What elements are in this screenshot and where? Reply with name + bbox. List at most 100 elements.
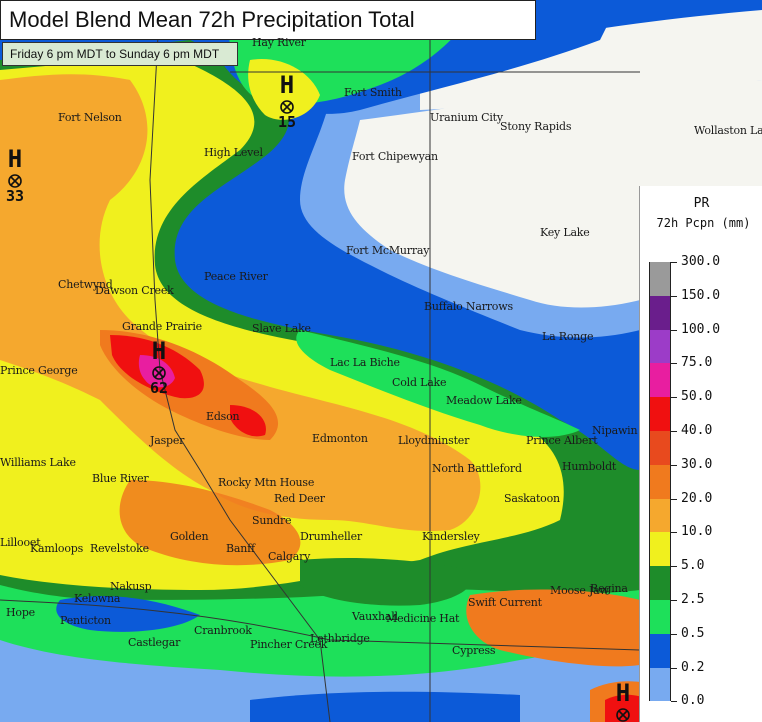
legend-tick [671, 566, 677, 568]
city-label: Banff [226, 542, 255, 555]
city-label: Hope [6, 606, 35, 619]
legend-tick [671, 329, 677, 331]
legend-swatch [649, 431, 671, 465]
city-label: Humboldt [562, 460, 617, 473]
legend-label: 40.0 [681, 423, 713, 438]
legend-tick [671, 363, 677, 365]
legend-tick [671, 701, 677, 703]
city-label: Prince George [0, 364, 78, 377]
city-label: Medicine Hat [386, 612, 460, 625]
city-label: La Ronge [542, 330, 594, 343]
legend-units: 72h Pcpn (mm) [656, 216, 751, 230]
legend-swatch [649, 329, 671, 364]
high-marker: H 15 [272, 72, 302, 132]
city-label: Fort Chipewyan [352, 150, 438, 163]
high-letter: H [279, 71, 295, 99]
city-label: Drumheller [300, 530, 362, 543]
city-label: Regina [590, 582, 628, 595]
city-label: Meadow Lake [446, 394, 522, 407]
city-label: Key Lake [540, 226, 590, 239]
city-label: Rocky Mtn House [218, 476, 315, 489]
city-label: High Level [204, 146, 263, 159]
city-label: North Battleford [432, 462, 522, 475]
high-center-icon [8, 174, 22, 188]
legend-label: 50.0 [681, 389, 713, 405]
city-label: Cranbrook [194, 624, 252, 637]
city-label: Calgary [268, 550, 311, 563]
city-label: Edmonton [312, 432, 368, 445]
city-label: Kindersley [422, 530, 480, 543]
city-label: Buffalo Narrows [424, 300, 513, 313]
city-label: Kamloops [30, 542, 84, 555]
city-label: Edson [206, 410, 240, 423]
high-marker: H [608, 680, 638, 722]
high-center-icon [616, 708, 630, 722]
high-letter: H [615, 679, 631, 707]
city-label: Cold Lake [392, 376, 447, 389]
city-label: Uranium City [430, 111, 503, 124]
legend-tick [671, 295, 677, 297]
map-title-box: Model Blend Mean 72h Precipitation Total [0, 0, 536, 40]
legend-tick [671, 464, 677, 466]
high-center-icon [152, 366, 166, 380]
legend-tick [671, 600, 677, 601]
city-label: Penticton [60, 614, 111, 627]
high-value: 33 [5, 187, 25, 205]
map-title: Model Blend Mean 72h Precipitation Total [9, 7, 415, 32]
legend-swatch [649, 532, 671, 567]
legend-label: 20.0 [681, 490, 713, 506]
legend-label: 0.0 [681, 693, 705, 709]
legend-swatch [649, 363, 671, 398]
high-marker: H 33 [0, 146, 30, 206]
legend-label: 75.0 [681, 355, 713, 371]
legend-label: 150.0 [681, 287, 721, 303]
city-label: Prince Albert [526, 434, 598, 447]
city-label: Lac La Biche [330, 356, 400, 369]
legend-tick [671, 397, 677, 399]
high-marker: H 62 [144, 338, 174, 398]
city-label: Saskatoon [504, 492, 560, 505]
legend-label: 2.5 [681, 592, 705, 607]
legend-label: 30.0 [681, 456, 713, 472]
legend-label: 0.2 [681, 659, 705, 675]
city-label: Nakusp [110, 580, 152, 593]
city-label: Hay River [252, 36, 306, 49]
legend-tick [671, 431, 677, 432]
map-subtitle: Friday 6 pm MDT to Sunday 6 pm MDT [10, 47, 220, 61]
high-value: 62 [149, 379, 169, 397]
city-label: Moose Jaw [550, 584, 609, 597]
legend-label: 300.0 [681, 254, 721, 269]
legend-swatch [649, 498, 671, 533]
city-label: Swift Current [468, 596, 542, 609]
legend-label: 5.0 [681, 558, 705, 574]
city-label: Golden [170, 530, 209, 543]
high-center-icon [280, 100, 294, 114]
city-label: Kelowna [74, 592, 121, 605]
legend-swatch [649, 600, 671, 634]
city-label: Lloydminster [398, 434, 470, 447]
city-label: Dawson Creek [95, 284, 174, 297]
high-letter: H [151, 337, 167, 365]
legend-swatch [649, 464, 671, 499]
city-label: Sundre [252, 514, 292, 527]
city-label: Peace River [204, 270, 268, 283]
city-label: Fort Nelson [58, 111, 122, 124]
high-value: 15 [277, 113, 297, 131]
city-label: Jasper [150, 434, 185, 447]
legend-label: 100.0 [681, 321, 721, 337]
legend-swatch [649, 262, 671, 296]
legend-label: 0.5 [681, 625, 705, 641]
city-label: Lillooet [0, 536, 41, 549]
city-label: Lethbridge [310, 632, 370, 645]
high-letter: H [7, 145, 23, 173]
city-label: Revelstoke [90, 542, 149, 555]
city-label: Fort McMurray [346, 244, 430, 257]
city-label: Fort Smith [344, 86, 402, 99]
city-label: Red Deer [274, 492, 325, 505]
legend-swatch [649, 295, 671, 330]
legend-label: 10.0 [681, 524, 713, 540]
map-subtitle-box: Friday 6 pm MDT to Sunday 6 pm MDT [2, 42, 238, 66]
city-label: Grande Prairie [122, 320, 202, 333]
legend-heading: PR [693, 196, 710, 211]
